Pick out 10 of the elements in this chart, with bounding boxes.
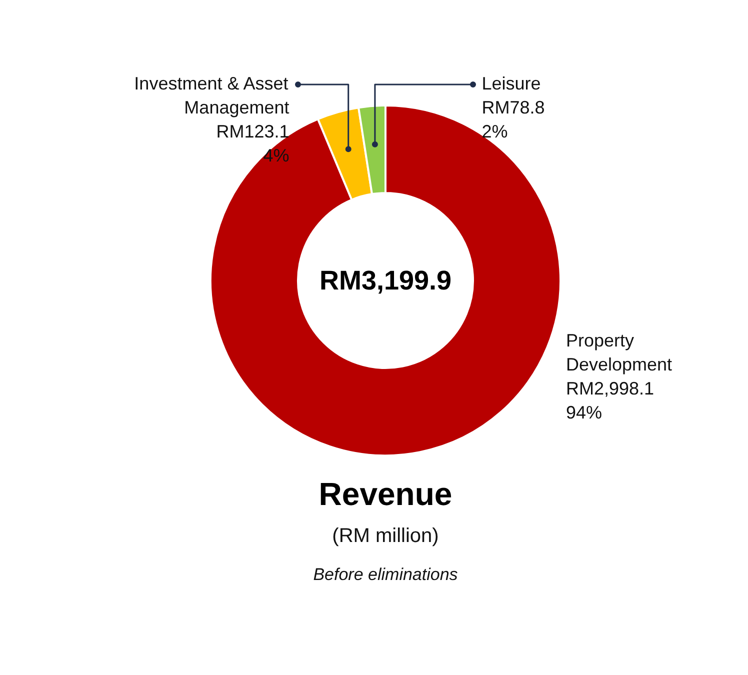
data-label: RM123.1 4% [216, 122, 290, 166]
slice-label: Investment & Asset Management [134, 74, 290, 118]
text: (RM million) [332, 525, 439, 547]
text: RM3,199.9 [319, 266, 452, 296]
slice-label: Property Development [566, 330, 672, 374]
text: Before eliminations [313, 565, 458, 584]
data-label: RM78.8 2% [482, 98, 545, 142]
data-label: RM2,998.1 94% [566, 378, 654, 422]
text: Revenue [318, 476, 452, 512]
slice-label: Leisure [482, 74, 541, 94]
